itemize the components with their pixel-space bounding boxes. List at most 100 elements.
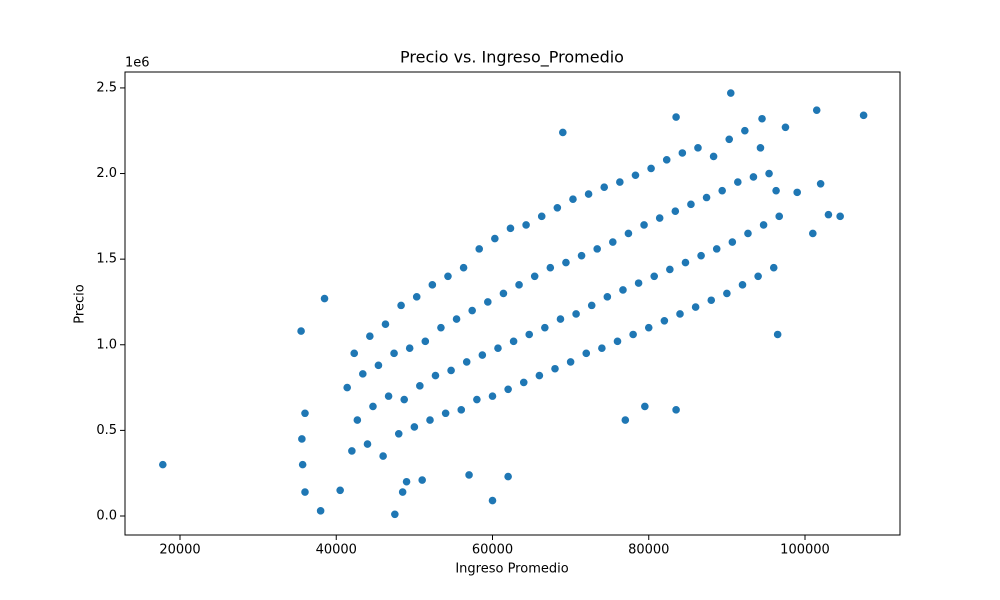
y-tick-label: 1.5 — [96, 252, 117, 267]
point — [630, 170, 641, 180]
point — [646, 163, 656, 174]
point — [487, 391, 498, 401]
point — [792, 187, 802, 197]
point — [757, 114, 767, 124]
point — [462, 357, 472, 367]
point — [576, 251, 587, 261]
point — [659, 316, 669, 326]
point — [670, 206, 680, 216]
point — [748, 172, 759, 182]
point — [508, 336, 519, 346]
point — [696, 251, 706, 261]
point — [530, 271, 540, 281]
point — [540, 323, 550, 333]
point — [773, 329, 783, 340]
point — [665, 264, 675, 275]
point — [474, 244, 484, 254]
point — [425, 415, 435, 425]
y-tick-label: 0.0 — [96, 508, 117, 523]
y-tick-label: 0.5 — [96, 423, 117, 438]
point — [458, 263, 469, 273]
point — [398, 487, 408, 497]
point — [472, 394, 482, 405]
point — [671, 112, 681, 122]
point — [389, 348, 399, 358]
point — [524, 329, 534, 340]
point — [401, 477, 412, 487]
point — [493, 343, 503, 353]
x-tick-label: 100000 — [780, 543, 830, 558]
point — [427, 280, 437, 290]
point — [808, 228, 818, 239]
point — [443, 271, 453, 281]
point — [352, 415, 362, 425]
point — [858, 110, 869, 120]
point — [347, 446, 357, 456]
point — [712, 244, 722, 254]
point — [758, 220, 769, 230]
point — [467, 305, 477, 316]
point — [708, 151, 719, 162]
x-tick-label: 40000 — [316, 543, 357, 558]
point — [545, 263, 555, 273]
point — [521, 220, 531, 230]
point — [662, 155, 672, 165]
point — [706, 295, 716, 305]
point — [717, 186, 727, 196]
point — [620, 415, 630, 425]
point — [383, 391, 394, 401]
point — [420, 336, 430, 346]
point — [618, 285, 628, 295]
point — [693, 143, 703, 153]
point — [558, 127, 568, 138]
point — [780, 122, 791, 132]
point — [555, 314, 566, 324]
point — [644, 323, 654, 333]
point — [514, 280, 524, 290]
y-tick-label: 1.0 — [96, 337, 117, 352]
point — [300, 408, 310, 418]
plot-frame — [124, 71, 901, 536]
point — [342, 382, 352, 393]
point — [686, 199, 696, 209]
point — [390, 509, 400, 519]
point — [726, 88, 736, 98]
point — [417, 475, 427, 485]
point — [498, 288, 509, 298]
point — [380, 319, 391, 329]
point — [534, 370, 544, 381]
x-tick-label: 20000 — [159, 543, 200, 558]
point — [701, 192, 712, 203]
point — [628, 329, 638, 340]
point — [503, 472, 513, 482]
point — [743, 228, 753, 239]
point — [592, 244, 602, 254]
point — [764, 168, 774, 179]
point — [298, 460, 308, 470]
point — [505, 223, 516, 233]
point — [537, 211, 547, 221]
point — [680, 257, 691, 268]
point — [396, 300, 406, 310]
point — [774, 211, 784, 221]
point — [415, 381, 425, 391]
point — [740, 126, 750, 136]
point — [503, 384, 513, 394]
point — [441, 408, 451, 418]
y-tick-label: 2.5 — [96, 80, 117, 95]
point — [561, 257, 571, 268]
point — [771, 186, 781, 196]
point — [612, 336, 623, 346]
point — [519, 377, 529, 388]
point — [816, 179, 826, 189]
point — [409, 422, 419, 432]
point — [362, 439, 373, 449]
point — [640, 401, 650, 412]
point — [835, 211, 845, 221]
x-tick-label: 80000 — [628, 543, 669, 558]
point — [597, 343, 607, 353]
point — [446, 365, 456, 376]
x-tick-label: 60000 — [472, 543, 513, 558]
point — [602, 292, 612, 302]
